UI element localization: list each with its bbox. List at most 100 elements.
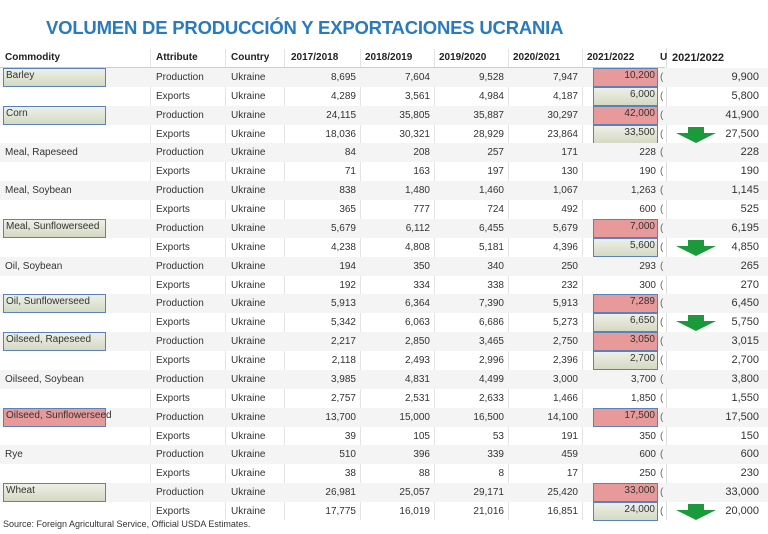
value-2021-2022-highlighted: 33,500 xyxy=(593,124,658,144)
value-cell: 71 xyxy=(344,166,356,178)
table-row[interactable]: Exports Ukraine 192 334 338 232 300 (270 xyxy=(0,276,768,295)
value-cell: 197 xyxy=(487,166,504,178)
column-divider xyxy=(284,49,285,520)
panel-value-cell: 2,700 xyxy=(731,354,759,367)
truncated-cell: ( xyxy=(660,430,664,442)
country-cell: Ukraine xyxy=(231,241,266,253)
header-commodity[interactable]: Commodity xyxy=(5,52,60,63)
value-cell: 208 xyxy=(413,147,430,159)
value-cell: 2,633 xyxy=(478,392,504,404)
table-row[interactable]: Exports Ukraine 17,775 16,019 21,016 16,851 24… xyxy=(0,502,768,521)
value-cell: 5,181 xyxy=(478,241,504,253)
value-cell: 24,115 xyxy=(326,109,356,121)
table-row[interactable]: Wheat Production Ukraine 26,981 25,057 29,171… xyxy=(0,483,768,503)
table-row[interactable]: Exports Ukraine 39 105 53 191 350 (150 xyxy=(0,427,768,446)
value-2021-2022-highlighted: 24,000 xyxy=(593,502,658,521)
table-row[interactable]: Rye Production Ukraine 510 396 339 459 600 (600 xyxy=(0,445,768,465)
table-row[interactable]: Exports Ukraine 4,289 3,561 4,984 4,187 6,000(… xyxy=(0,86,768,106)
panel-value-cell: 17,500 xyxy=(725,410,759,423)
table-row[interactable]: Oil, Sunflowerseed Production Ukraine 5,913… xyxy=(0,294,768,314)
value-cell: 25,420 xyxy=(547,487,578,499)
country-cell: Ukraine xyxy=(231,392,266,404)
table-row[interactable]: Exports Ukraine 5,342 6,063 6,686 5,273 6,650(… xyxy=(0,313,768,333)
table-row[interactable]: Exports Ukraine 2,757 2,531 2,633 1,466 1,850 (… xyxy=(0,389,768,408)
panel-value-cell: 5,750 xyxy=(731,316,759,329)
table-row[interactable]: Meal, Sunflowerseed Production Ukraine 5,67… xyxy=(0,218,768,238)
header-attribute[interactable]: Attribute xyxy=(156,52,198,63)
header-country[interactable]: Country xyxy=(231,52,270,63)
commodity-cell: Oilseed, Rapeseed xyxy=(3,332,106,352)
country-cell: Ukraine xyxy=(231,298,266,310)
value-cell: 171 xyxy=(561,147,578,159)
attribute-cell: Exports xyxy=(156,392,190,404)
table-row[interactable]: Oilseed, Sunflowerseed Production Ukraine 1… xyxy=(0,407,768,427)
attribute-cell: Production xyxy=(156,147,204,159)
value-cell: 6,686 xyxy=(478,317,504,329)
table-row[interactable]: Exports Ukraine 71 163 197 130 190 (190 xyxy=(0,162,768,181)
header-2017-2018[interactable]: 2017/2018 xyxy=(291,52,339,63)
truncated-cell: ( xyxy=(660,147,664,159)
commodity-cell: Oil, Soybean xyxy=(5,260,63,272)
truncated-cell: ( xyxy=(660,392,664,404)
commodity-cell: Oil, Sunflowerseed xyxy=(3,294,106,314)
value-cell: 492 xyxy=(561,204,578,216)
attribute-cell: Production xyxy=(156,336,204,348)
value-cell: 26,981 xyxy=(325,487,356,499)
value-cell: 2,217 xyxy=(330,336,356,348)
table-row[interactable]: Barley Production Ukraine 8,695 7,604 9,528 7,… xyxy=(0,68,768,87)
value-2021-2022-highlighted: 42,000 xyxy=(593,105,658,125)
value-cell: 35,887 xyxy=(473,109,504,121)
country-cell: Ukraine xyxy=(231,468,266,480)
value-cell: 2,493 xyxy=(404,355,430,367)
table-row[interactable]: Meal, Rapeseed Production Ukraine 84 208 257 1… xyxy=(0,143,768,163)
value-2021-2022-highlighted: 6,000 xyxy=(593,86,658,106)
value-cell: 5,342 xyxy=(330,317,356,329)
truncated-cell: ( xyxy=(660,241,664,253)
table-row[interactable]: Exports Ukraine 365 777 724 492 600 (525 xyxy=(0,200,768,219)
value-cell: 192 xyxy=(339,279,356,291)
value-cell: 4,808 xyxy=(404,241,430,253)
value-2021-2022-highlighted: 2,700 xyxy=(593,351,658,371)
header-2019-2020[interactable]: 2019/2020 xyxy=(439,52,487,63)
value-cell: 21,016 xyxy=(473,506,504,517)
table-row[interactable]: Meal, Soybean Production Ukraine 838 1,480 1,… xyxy=(0,181,768,201)
table-row[interactable]: Exports Ukraine 4,238 4,808 5,181 4,396 5,600(… xyxy=(0,237,768,257)
commodity-cell: Meal, Rapeseed xyxy=(5,147,78,159)
table-row[interactable]: Exports Ukraine 38 88 8 17 250(230 xyxy=(0,464,768,483)
table-row[interactable]: Corn Production Ukraine 24,115 35,805 35,887 3… xyxy=(0,105,768,125)
value-cell: 777 xyxy=(413,204,430,216)
header-2018-2019[interactable]: 2018/2019 xyxy=(365,52,413,63)
commodity-cell: Oilseed, Sunflowerseed xyxy=(3,407,112,427)
value-cell: 510 xyxy=(339,449,356,461)
panel-value-cell: 525 xyxy=(740,203,759,216)
table-row[interactable]: Oil, Soybean Production Ukraine 194 350 340 25… xyxy=(0,256,768,276)
value-cell: 4,238 xyxy=(330,241,356,253)
table-row[interactable]: Oilseed, Soybean Production Ukraine 3,985 4,… xyxy=(0,369,768,389)
attribute-cell: Exports xyxy=(156,166,190,178)
table-row[interactable]: Exports Ukraine 18,036 30,321 28,929 23,864 33… xyxy=(0,124,768,144)
truncated-cell: ( xyxy=(660,336,664,348)
value-cell: 5,913 xyxy=(330,298,356,310)
column-divider xyxy=(434,49,435,520)
header-2020-2021[interactable]: 2020/2021 xyxy=(513,52,561,63)
truncated-cell: ( xyxy=(660,185,664,197)
panel-value-cell: 265 xyxy=(740,259,759,272)
value-cell: 9,528 xyxy=(478,72,504,83)
value-cell: 600 xyxy=(639,449,656,461)
value-cell: 4,289 xyxy=(330,90,356,102)
header-2021-2022[interactable]: 2021/2022 xyxy=(587,52,635,63)
value-cell: 724 xyxy=(487,204,504,216)
attribute-cell: Exports xyxy=(156,468,190,480)
value-cell: 350 xyxy=(413,260,430,272)
value-cell: 2,396 xyxy=(552,355,578,367)
value-cell: 4,499 xyxy=(478,373,504,385)
panel-value-cell: 230 xyxy=(740,467,759,480)
panel-value-cell: 27,500 xyxy=(725,127,759,140)
value-cell: 194 xyxy=(339,260,356,272)
value-cell: 30,321 xyxy=(399,128,430,140)
table-row[interactable]: Oilseed, Rapeseed Production Ukraine 2,217 2… xyxy=(0,332,768,352)
country-cell: Ukraine xyxy=(231,430,266,442)
value-2021-2022-highlighted: 7,000 xyxy=(593,218,658,238)
value-cell: 1,480 xyxy=(404,185,430,197)
table-row[interactable]: Exports Ukraine 2,118 2,493 2,996 2,396 2,700(… xyxy=(0,351,768,371)
